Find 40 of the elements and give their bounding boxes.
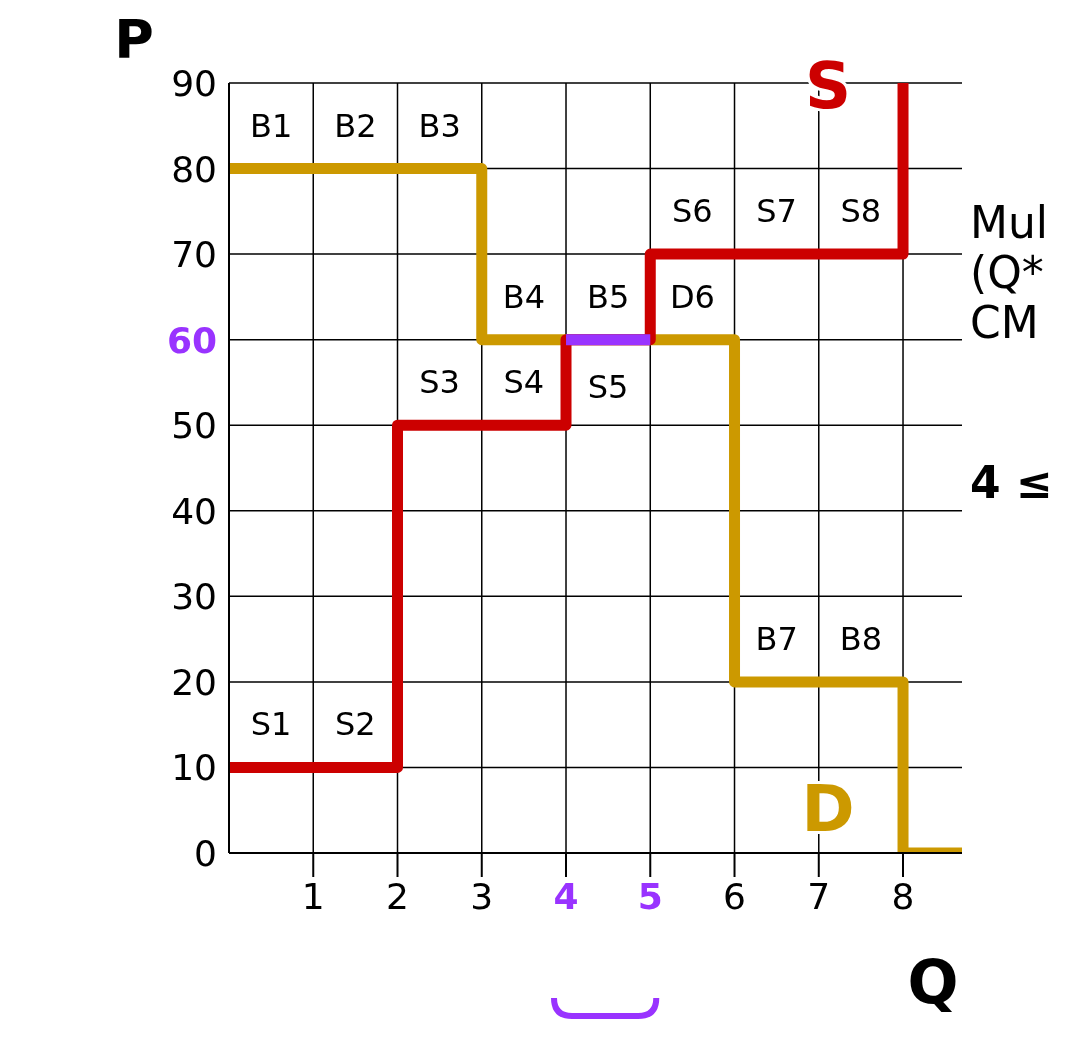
annotation: S5 (587, 367, 629, 406)
y-tick-label: 10 (171, 747, 217, 789)
annotation: B2 (334, 106, 377, 145)
annotation: B5 (586, 277, 630, 316)
y-tick-label: 80 (171, 148, 217, 190)
annotation: B7 (755, 619, 798, 658)
y-tick-label: 50 (171, 405, 217, 447)
x-axis-title: Q (907, 947, 959, 1017)
annotation: S8 (840, 192, 882, 231)
x-tick-label: 3 (470, 876, 494, 917)
annotation: S2 (335, 705, 376, 744)
y-tick-label: 0 (194, 833, 217, 874)
x-tick-label: 5 (637, 876, 663, 917)
x-tick-label: 6 (723, 876, 746, 917)
y-tick-label: 70 (171, 234, 217, 276)
annotation: S6 (672, 192, 713, 231)
x-tick-label: 1 (301, 876, 325, 917)
text: Mul (970, 197, 1050, 248)
x-tick-label: 4 (553, 876, 579, 917)
annotation: B3 (418, 106, 461, 145)
x-tick-label: 2 (386, 876, 409, 917)
y-axis-title: P (114, 8, 154, 71)
y-tick-label: 90 (171, 63, 217, 104)
annotation: B4 (502, 277, 546, 316)
annotation: B1 (249, 106, 293, 145)
y-tick-label: 60 (166, 319, 217, 361)
y-tick-label: 20 (171, 661, 217, 703)
annotation: D6 (669, 277, 715, 316)
annotation: S3 (419, 363, 460, 402)
annotation: S1 (250, 705, 292, 744)
text: CM (970, 297, 1040, 348)
x-tick-label: 8 (891, 876, 915, 917)
x-tick-label: 7 (807, 876, 831, 917)
annotation: S4 (503, 363, 545, 402)
annotation: S7 (756, 192, 797, 231)
text: 4 ≤ (970, 457, 1054, 508)
annotation: B8 (839, 619, 883, 658)
text: (Q* (970, 247, 1045, 298)
y-tick-label: 30 (171, 576, 217, 618)
y-tick-label: 40 (171, 490, 217, 532)
